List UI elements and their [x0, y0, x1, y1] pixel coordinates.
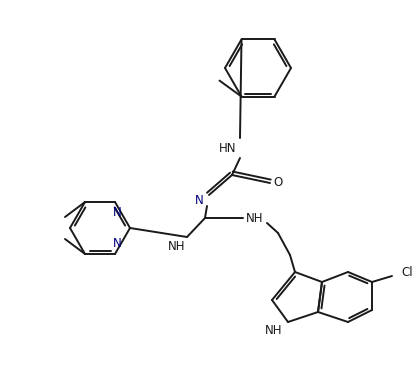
- Text: Cl: Cl: [401, 266, 412, 279]
- Text: NH: NH: [246, 211, 264, 224]
- Text: NH: NH: [168, 241, 186, 254]
- Text: O: O: [273, 177, 283, 190]
- Text: N: N: [194, 194, 203, 207]
- Text: NH: NH: [265, 324, 283, 337]
- Text: N: N: [113, 205, 121, 219]
- Text: HN: HN: [219, 141, 237, 155]
- Text: N: N: [113, 238, 121, 251]
